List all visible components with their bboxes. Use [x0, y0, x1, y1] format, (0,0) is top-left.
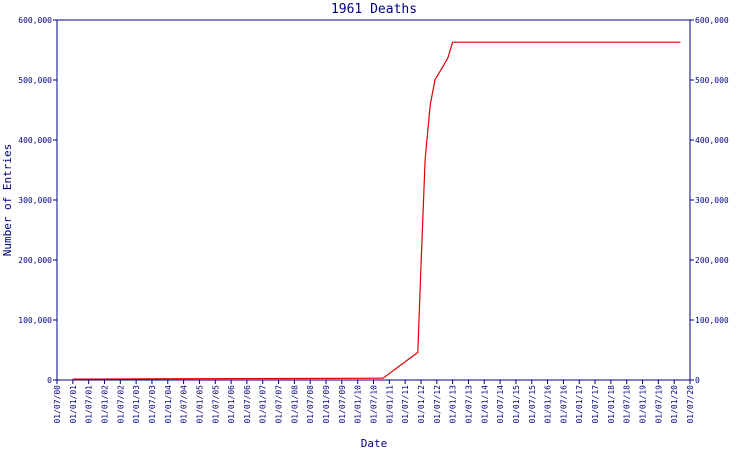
x-tick-label: 01/07/06 — [243, 385, 252, 424]
x-tick-label: 01/07/16 — [559, 385, 568, 424]
data-line — [72, 41, 681, 380]
y-tick-label: 500,000 — [18, 76, 52, 85]
x-tick-label: 01/01/05 — [195, 385, 204, 424]
y-tick-label: 0 — [47, 376, 52, 385]
x-tick-label: 01/01/19 — [639, 385, 648, 424]
plot-frame — [56, 19, 691, 381]
y-tick-label: 300,000 — [18, 196, 52, 205]
x-tick-label: 01/07/04 — [180, 385, 189, 424]
x-tick-label: 01/07/19 — [654, 385, 663, 424]
x-tick-label: 01/07/13 — [464, 385, 473, 424]
x-tick-label: 01/07/10 — [370, 385, 379, 424]
x-tick-label: 01/01/11 — [385, 385, 394, 424]
x-tick-label: 01/01/06 — [227, 385, 236, 424]
x-tick-label: 01/07/07 — [275, 385, 284, 424]
x-tick-label: 01/01/09 — [322, 385, 331, 424]
x-tick-label: 01/01/17 — [575, 385, 584, 424]
x-tick-label: 01/07/08 — [306, 385, 315, 424]
x-tick-label: 01/01/18 — [607, 385, 616, 424]
x-tick-label: 01/07/20 — [686, 385, 695, 424]
y2-tick-label: 500,000 — [695, 76, 729, 85]
x-tick-label: 01/07/02 — [116, 385, 125, 424]
x-tick-label: 01/07/01 — [85, 385, 94, 424]
x-tick-label: 01/01/08 — [290, 385, 299, 424]
x-tick-label: 01/07/18 — [623, 385, 632, 424]
y-tick-label: 600,000 — [18, 16, 52, 25]
x-tick-label: 01/07/00 — [53, 385, 62, 424]
y-tick-label: 100,000 — [18, 316, 52, 325]
x-tick-label: 01/01/13 — [449, 385, 458, 424]
x-tick-label: 01/07/03 — [148, 385, 157, 424]
y2-tick-label: 300,000 — [695, 196, 729, 205]
y2-tick-label: 0 — [695, 376, 700, 385]
y-axis-label: Number of Entries — [1, 144, 14, 257]
x-tick-label: 01/01/16 — [544, 385, 553, 424]
x-tick-label: 01/07/11 — [401, 385, 410, 424]
x-tick-label: 01/01/07 — [259, 385, 268, 424]
y-tick-label: 200,000 — [18, 256, 52, 265]
x-tick-label: 01/01/10 — [354, 385, 363, 424]
x-tick-label: 01/01/14 — [480, 385, 489, 424]
chart-title: 1961 Deaths — [331, 2, 417, 17]
y2-tick-label: 100,000 — [695, 316, 729, 325]
x-tick-label: 01/07/05 — [211, 385, 220, 424]
x-tick-label: 01/01/01 — [69, 385, 78, 424]
x-tick-label: 01/07/15 — [528, 385, 537, 424]
x-tick-label: 01/01/03 — [132, 385, 141, 424]
x-tick-label: 01/07/14 — [496, 385, 505, 424]
x-axis-label: Date — [361, 437, 388, 450]
y-tick-label: 400,000 — [18, 136, 52, 145]
x-tick-label: 01/01/04 — [164, 385, 173, 424]
y2-tick-label: 400,000 — [695, 136, 729, 145]
y2-tick-label: 200,000 — [695, 256, 729, 265]
x-tick-label: 01/07/17 — [591, 385, 600, 424]
x-tick-label: 01/07/09 — [338, 385, 347, 424]
x-tick-label: 01/01/15 — [512, 385, 521, 424]
x-tick-label: 01/01/02 — [100, 385, 109, 424]
x-tick-label: 01/07/12 — [433, 385, 442, 424]
y2-tick-label: 600,000 — [695, 16, 729, 25]
x-tick-label: 01/01/12 — [417, 385, 426, 424]
x-tick-label: 01/01/20 — [670, 385, 679, 424]
